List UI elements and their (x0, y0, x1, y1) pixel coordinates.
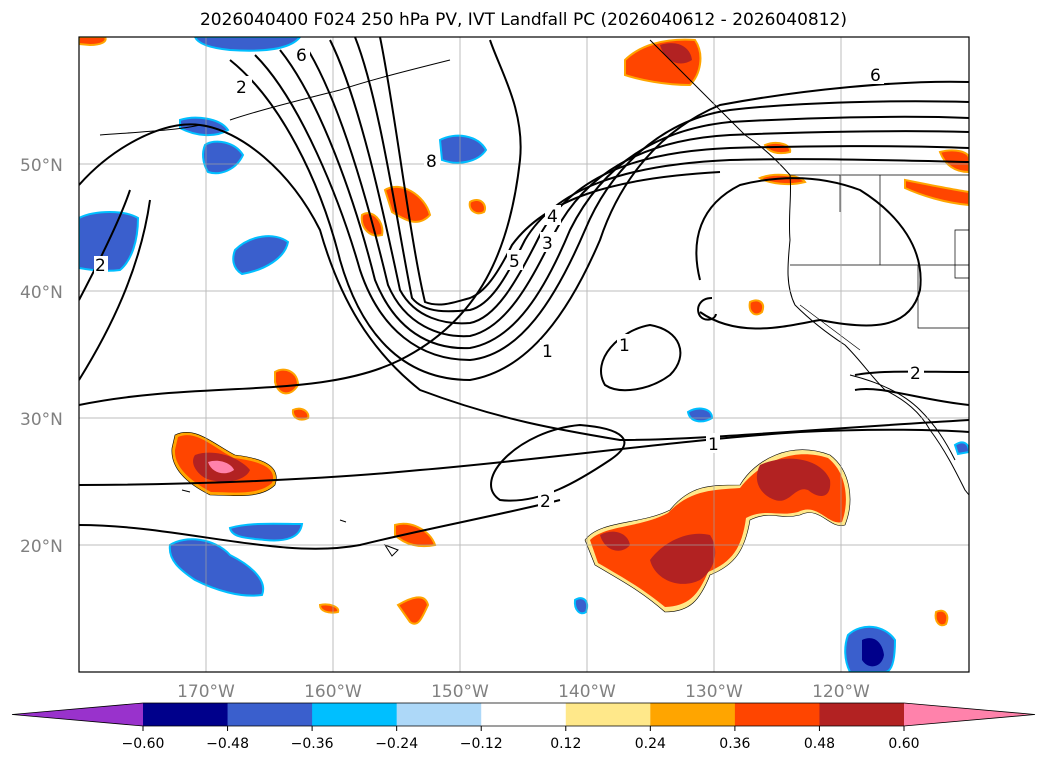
colorbar: −0.60 −0.48 −0.36 −0.24 −0.12 0.12 0.24 0.36 0.4… (11, 702, 1036, 752)
colorbar-tick-label: −0.12 (460, 736, 503, 752)
contour-south (79, 428, 969, 486)
positive-anomaly-small-8 (318, 603, 340, 614)
colorbar-segment (565, 703, 651, 726)
negative-anomaly-10-core (862, 638, 884, 667)
colorbar-tick-label: 0.60 (888, 736, 919, 752)
lon-tick-label: 170°W (177, 682, 235, 702)
contour-label: 6 (870, 66, 881, 86)
colorbar-tick-label: 0.24 (635, 736, 666, 752)
colorbar-extend-high (904, 703, 1035, 726)
contour-left-lobe (79, 189, 151, 381)
lon-tick-label: 120°W (812, 682, 870, 702)
colorbar-segment (227, 703, 313, 726)
hawaii-islands (181, 489, 399, 557)
negative-anomaly-8 (686, 407, 714, 423)
negative-anomaly-2 (232, 235, 290, 276)
positive-anomaly-small-9 (748, 299, 764, 316)
colorbar-extend-low (12, 703, 143, 726)
lon-tick-label: 130°W (685, 682, 743, 702)
lon-tick-label: 150°W (431, 682, 489, 702)
colorbar-segment (312, 703, 398, 726)
colorbar-tick-label: 0.36 (719, 736, 750, 752)
negative-anomaly-top (193, 37, 302, 52)
contour-south-2 (79, 499, 561, 550)
contour-6 (329, 39, 969, 325)
coastlines (99, 39, 969, 557)
baja-coast (849, 374, 956, 461)
colorbar-tick-label: −0.48 (206, 736, 249, 752)
contour-outer-left (79, 123, 969, 442)
colorbar-tick-label: −0.60 (122, 736, 165, 752)
contour-label: 2 (540, 492, 551, 512)
positive-anomaly-northeast-2 (904, 178, 969, 207)
colorbar-segment (143, 703, 229, 726)
negative-anomaly-5 (438, 134, 488, 164)
contour-loop-2 (490, 423, 626, 502)
positive-anomaly-northeast-1-red (660, 43, 692, 64)
colorbar-segment (734, 703, 820, 726)
alaska-coast (99, 59, 451, 136)
contour-east-2 (854, 370, 969, 406)
contour-labels: 2 6 8 5 4 3 1 1 2 1 2 6 2 (94, 44, 924, 512)
positive-anomaly-small-10 (934, 609, 949, 627)
lat-tick-label: 30°N (20, 410, 63, 430)
contour-3 (254, 54, 969, 362)
lon-tick-label: 160°W (304, 682, 362, 702)
contour-label: 3 (542, 234, 553, 254)
contour-2 (229, 59, 969, 382)
positive-anomaly-small-3 (468, 199, 486, 215)
north-america-coast (649, 39, 969, 496)
contour-label: 1 (619, 336, 630, 356)
colorbar-tick-label: 0.12 (550, 736, 581, 752)
contour-east-loop (695, 177, 922, 330)
state-borders (790, 174, 969, 351)
contour-label: 2 (910, 364, 921, 384)
positive-anomaly-west-pink (208, 460, 234, 474)
contour-4 (279, 49, 969, 350)
colorbar-tick-label: −0.24 (375, 736, 418, 752)
lon-tick-labels: 170°W 160°W 150°W 140°W 130°W 120°W (177, 682, 870, 702)
contour-label: 6 (296, 46, 307, 66)
lon-tick-label: 140°W (558, 682, 616, 702)
contour-label: 2 (95, 256, 106, 276)
negative-anomaly-9 (573, 597, 588, 615)
positive-anomaly-small-7 (396, 596, 430, 625)
lat-tick-label: 20°N (20, 537, 63, 557)
map-frame (78, 36, 970, 673)
positive-anomaly-southeast-red (600, 458, 831, 584)
negative-anomaly-7 (228, 522, 304, 542)
map-panel: 2 6 8 5 4 3 1 1 2 1 2 6 2 (79, 37, 969, 672)
contour-label: 2 (236, 78, 247, 98)
contour-5 (304, 44, 969, 338)
colorbar-segment (481, 703, 567, 726)
contour-label: 1 (542, 342, 553, 362)
colorbar-segment (650, 703, 736, 726)
contour-loop-1 (600, 323, 682, 392)
contour-label: 1 (708, 435, 719, 455)
contour-label: 5 (509, 252, 520, 272)
negative-anomaly-small-right (953, 441, 969, 456)
positive-anomaly-small-4 (274, 368, 300, 395)
positive-anomaly-topleft (79, 37, 107, 47)
positive-anomaly-northeast-4 (763, 142, 792, 155)
colorbar-tick-label: 0.48 (804, 736, 835, 752)
negative-anomaly-3 (202, 140, 245, 175)
contour-label: 8 (426, 152, 437, 172)
contour-8 (379, 37, 721, 306)
lat-tick-label: 50°N (20, 156, 63, 176)
contour-small-c (697, 297, 717, 321)
lat-tick-labels: 20°N 30°N 40°N 50°N (20, 156, 63, 557)
contour-label: 4 (547, 207, 558, 227)
colorbar-segment (396, 703, 482, 726)
negative-anomaly-6 (168, 538, 265, 597)
colorbar-segment (819, 703, 905, 726)
colorbar-tick-label: −0.36 (291, 736, 334, 752)
plot-title: 2026040400 F024 250 hPa PV, IVT Landfall… (199, 10, 847, 30)
lat-tick-label: 40°N (20, 283, 63, 303)
contour-1 (79, 39, 522, 406)
